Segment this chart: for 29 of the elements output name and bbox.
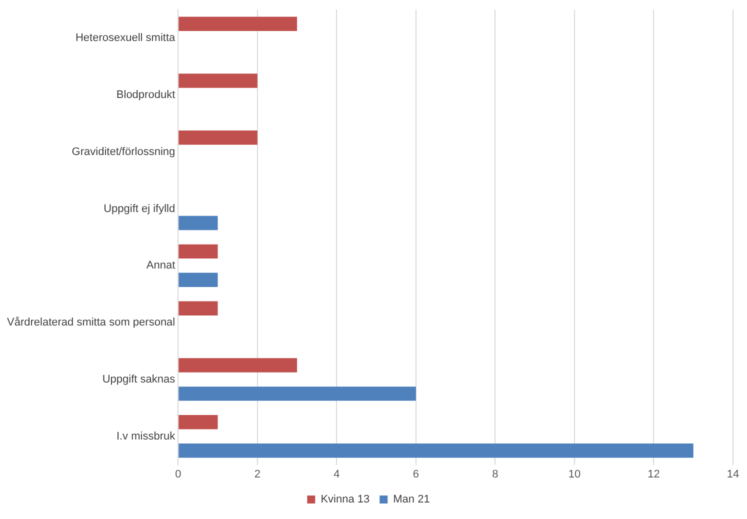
y-tick-label: Vårdrelaterad smitta som personal: [6, 316, 176, 329]
y-tick-label: Heterosexuell smitta: [75, 32, 176, 44]
bar: [178, 74, 258, 88]
legend-label: Kvinna 13: [320, 494, 370, 506]
bar: [178, 301, 218, 316]
y-tick-label: Blodprodukt: [116, 88, 176, 101]
y-tick-label: I.v missbruk: [116, 430, 176, 442]
bar: [178, 443, 694, 458]
bar: [178, 16, 298, 31]
bar: [178, 358, 298, 372]
x-tick-label: 6: [412, 468, 419, 480]
x-tick-label: 12: [648, 468, 660, 480]
x-tick-label: 8: [492, 468, 498, 480]
y-tick-label: Graviditet/förlossning: [72, 146, 176, 158]
x-tick-label: 14: [726, 468, 740, 480]
bar: [178, 386, 416, 401]
bar: [178, 130, 258, 145]
x-tick-label: 0: [175, 468, 182, 480]
x-tick-label: 10: [568, 468, 581, 480]
y-tick-label: Uppgift ej ifylld: [104, 202, 176, 215]
x-tick-label: 4: [334, 468, 340, 480]
bar: [178, 272, 218, 287]
x-tick-label: 2: [254, 468, 260, 480]
legend-label: Man 21: [393, 494, 430, 506]
bar: [178, 244, 218, 259]
y-tick-label: Annat: [146, 260, 176, 272]
bar: [178, 216, 218, 230]
y-tick-label: Uppgift saknas: [102, 373, 176, 386]
bar: [178, 415, 218, 430]
